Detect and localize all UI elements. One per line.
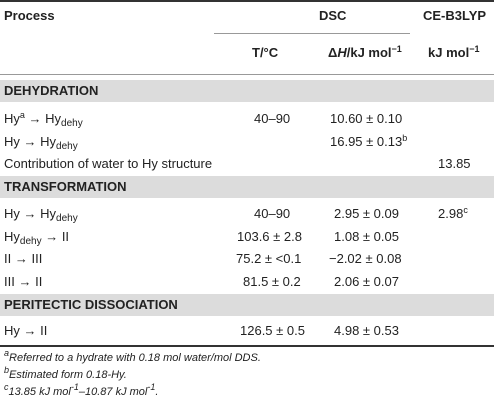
row-enthalpy: −2.02 ± 0.08 bbox=[329, 251, 402, 266]
row-temperature: 75.2 ± <0.1 bbox=[236, 251, 302, 266]
row-temperature: 126.5 ± 0.5 bbox=[240, 323, 305, 338]
row-enthalpy: 16.95 ± 0.13b bbox=[330, 133, 408, 150]
row-enthalpy: 2.06 ± 0.07 bbox=[334, 274, 399, 289]
header-ce-unit: kJ mol−1 bbox=[428, 44, 480, 61]
header-enthalpy: ΔH/kJ mol−1 bbox=[328, 44, 402, 61]
header-dsc: DSC bbox=[319, 8, 347, 23]
row-process: Hy → Hydehy bbox=[4, 206, 78, 224]
section-dehydration-label: DEHYDRATION bbox=[4, 83, 99, 98]
row-process: Hy → II bbox=[4, 323, 48, 338]
footnote-a: aReferred to a hydrate with 0.18 mol wat… bbox=[4, 348, 261, 365]
header-ce-b3lyp: CE-B3LYP bbox=[423, 8, 487, 23]
row-enthalpy: 10.60 ± 0.10 bbox=[330, 111, 403, 126]
row-process: Hydehy → II bbox=[4, 229, 70, 247]
row-temperature: 81.5 ± 0.2 bbox=[243, 274, 301, 289]
bottom-rule bbox=[0, 345, 494, 347]
section-transformation bbox=[0, 176, 494, 198]
section-dehydration bbox=[0, 80, 494, 102]
row-enthalpy: 4.98 ± 0.53 bbox=[334, 323, 399, 338]
row-ce-value: 2.98c bbox=[438, 205, 468, 222]
row-enthalpy: 1.08 ± 0.05 bbox=[334, 229, 399, 244]
top-rule bbox=[0, 0, 494, 2]
row-enthalpy: 2.95 ± 0.09 bbox=[334, 206, 399, 221]
dsc-underline bbox=[214, 33, 410, 34]
row-temperature: 40–90 bbox=[254, 206, 291, 221]
section-peritectic bbox=[0, 294, 494, 316]
row-process: Hya → Hydehy bbox=[4, 110, 83, 129]
row-process: II → III bbox=[4, 251, 43, 266]
row-process: Hy → Hydehy bbox=[4, 134, 78, 152]
header-temperature: T/°C bbox=[252, 45, 279, 60]
footnote-c: c13.85 kJ mol-1–10.87 kJ mol-1. bbox=[4, 382, 159, 399]
header-process: Process bbox=[4, 8, 55, 23]
section-transformation-label: TRANSFORMATION bbox=[4, 179, 127, 194]
row-process: III → II bbox=[4, 274, 43, 289]
footnote-b: bEstimated form 0.18-Hy. bbox=[4, 365, 127, 382]
section-peritectic-label: PERITECTIC DISSOCIATION bbox=[4, 297, 178, 312]
row-ce-value: 13.85 bbox=[438, 156, 471, 171]
row-temperature: 40–90 bbox=[254, 111, 291, 126]
header-rule bbox=[0, 74, 494, 75]
row-temperature: 103.6 ± 2.8 bbox=[237, 229, 302, 244]
row-process: Contribution of water to Hy structure bbox=[4, 156, 213, 171]
